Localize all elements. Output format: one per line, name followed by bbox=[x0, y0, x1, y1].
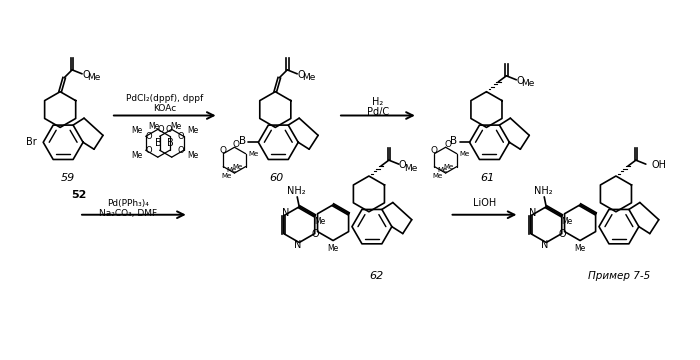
Text: O: O bbox=[233, 140, 240, 149]
Text: 52: 52 bbox=[71, 190, 87, 200]
Text: O: O bbox=[399, 160, 407, 170]
Text: O: O bbox=[166, 125, 172, 134]
Text: N: N bbox=[540, 240, 548, 251]
Text: NH₂: NH₂ bbox=[287, 186, 305, 196]
Text: Me: Me bbox=[522, 79, 535, 88]
Text: O: O bbox=[431, 146, 438, 155]
Text: O: O bbox=[559, 229, 566, 239]
Text: Me: Me bbox=[302, 73, 316, 82]
Text: PdCl₂(dppf), dppf: PdCl₂(dppf), dppf bbox=[126, 94, 204, 103]
Text: Me: Me bbox=[187, 151, 198, 160]
Text: 61: 61 bbox=[480, 173, 495, 183]
Text: O: O bbox=[177, 146, 184, 155]
Text: Me: Me bbox=[187, 126, 198, 135]
Text: NH₂: NH₂ bbox=[534, 186, 552, 196]
Text: Me: Me bbox=[460, 151, 470, 157]
Text: Me: Me bbox=[444, 163, 454, 170]
Text: O: O bbox=[82, 70, 90, 80]
Text: B: B bbox=[167, 138, 174, 148]
Text: B: B bbox=[155, 138, 162, 148]
Text: Me: Me bbox=[404, 163, 417, 172]
Text: Me: Me bbox=[221, 173, 232, 179]
Text: 60: 60 bbox=[270, 173, 284, 183]
Text: Pd(PPh₃)₄: Pd(PPh₃)₄ bbox=[107, 199, 149, 208]
Text: B: B bbox=[450, 136, 458, 146]
Text: Me: Me bbox=[226, 167, 237, 172]
Text: Пример 7-5: Пример 7-5 bbox=[588, 271, 650, 281]
Text: O: O bbox=[312, 229, 319, 239]
Text: KOAc: KOAc bbox=[153, 104, 176, 113]
Text: Na₂CO₃, DMF: Na₂CO₃, DMF bbox=[99, 209, 157, 218]
Text: O: O bbox=[158, 125, 164, 134]
Text: Br: Br bbox=[27, 137, 37, 147]
Text: Me: Me bbox=[433, 173, 442, 179]
Text: OH: OH bbox=[652, 160, 667, 170]
Text: 62: 62 bbox=[370, 271, 384, 281]
Text: H₂: H₂ bbox=[372, 96, 384, 107]
Text: Me: Me bbox=[575, 244, 586, 253]
Text: Me: Me bbox=[131, 126, 142, 135]
Text: Me: Me bbox=[314, 217, 326, 226]
Text: O: O bbox=[177, 132, 184, 141]
Text: O: O bbox=[146, 132, 152, 141]
Text: Me: Me bbox=[438, 167, 447, 172]
Text: O: O bbox=[220, 146, 227, 155]
Text: B: B bbox=[239, 136, 246, 146]
Text: Me: Me bbox=[148, 122, 159, 131]
Text: Me: Me bbox=[328, 244, 339, 253]
Text: Me: Me bbox=[248, 151, 259, 157]
Text: N: N bbox=[529, 208, 536, 218]
Text: LiOH: LiOH bbox=[473, 198, 496, 208]
Text: Me: Me bbox=[170, 122, 181, 131]
Text: N: N bbox=[293, 240, 301, 251]
Text: 59: 59 bbox=[61, 173, 75, 183]
Text: O: O bbox=[298, 70, 305, 80]
Text: O: O bbox=[517, 76, 524, 86]
Text: Me: Me bbox=[232, 163, 243, 170]
Text: O: O bbox=[146, 146, 152, 155]
Text: Me: Me bbox=[131, 151, 142, 160]
Text: N: N bbox=[282, 208, 289, 218]
Text: Me: Me bbox=[561, 217, 572, 226]
Text: Pd/C: Pd/C bbox=[367, 107, 389, 117]
Text: Me: Me bbox=[88, 73, 101, 82]
Text: O: O bbox=[444, 140, 451, 149]
